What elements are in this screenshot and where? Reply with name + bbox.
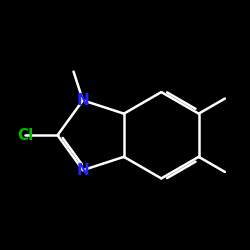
Text: N: N (76, 93, 89, 108)
Text: Cl: Cl (17, 128, 33, 143)
Text: N: N (76, 163, 89, 178)
